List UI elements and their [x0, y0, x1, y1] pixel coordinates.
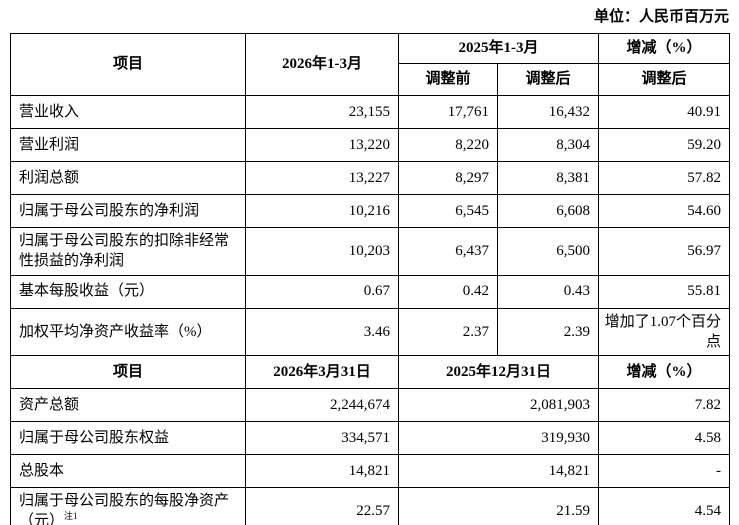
value-change: -: [598, 454, 730, 488]
header-change-2: 增减（%）: [598, 355, 730, 389]
value-2025-after-adjust: 8,381: [497, 161, 599, 195]
table-row: 归属于母公司股东的净利润 10,216 6,545 6,608 54.60: [10, 194, 730, 228]
table-row: 加权平均净资产收益率（%） 3.46 2.37 2.39 增加了1.07个百分点: [10, 307, 730, 356]
value-2025-before-adjust: 8,297: [398, 161, 498, 195]
table-row: 利润总额 13,227 8,297 8,381 57.82: [10, 161, 730, 195]
unit-note: 单位：人民币百万元: [593, 9, 729, 25]
value-change: 40.91: [598, 95, 730, 129]
value-2025-after-adjust: 6,500: [497, 227, 599, 276]
header-row-2: 调整前 调整后 调整后: [11, 63, 730, 96]
value-2025-before-adjust: 8,220: [398, 128, 498, 162]
value-2026: 3.46: [245, 307, 399, 356]
header-2026-q1: 2026年1-3月: [245, 33, 399, 96]
balance-section-body: 资产总额 2,244,674 2,081,903 7.82 归属于母公司股东权益 334,…: [10, 388, 730, 525]
header-after-adjust: 调整后: [497, 63, 599, 96]
header-2025-q1: 2025年1-3月: [398, 33, 599, 64]
header-row-1: 项目 2026年1-3月 2025年1-3月 增减（%）: [10, 33, 730, 96]
header-2025-date: 2025年12月31日: [398, 355, 599, 389]
balance-section-header: 项目 2026年3月31日 2025年12月31日 增减（%）: [10, 355, 730, 389]
header-item: 项目: [10, 33, 246, 96]
table-row: 归属于母公司股东权益 334,571 319,930 4.58: [10, 421, 730, 455]
row-label: 资产总额: [10, 388, 246, 422]
row-label: 加权平均净资产收益率（%）: [10, 307, 246, 356]
value-change: 56.97: [598, 227, 730, 276]
value-2025-before-adjust: 0.42: [398, 274, 498, 309]
value-2025-after-adjust: 16,432: [497, 95, 599, 129]
value-change: 54.60: [598, 194, 730, 228]
value-change: 4.54: [598, 487, 730, 525]
row-label: 总股本: [10, 454, 246, 488]
value-2025-after-adjust: 0.43: [497, 274, 599, 309]
footnote-marker: 注1: [64, 511, 78, 522]
table-row: 归属于母公司股东的每股净资产（元）注1 22.57 21.59 4.54: [10, 487, 730, 525]
table-row: 营业利润 13,220 8,220 8,304 59.20: [10, 128, 730, 162]
value-2026: 23,155: [245, 95, 399, 129]
table-row: 资产总额 2,244,674 2,081,903 7.82: [10, 388, 730, 422]
value-change: 增加了1.07个百分点: [598, 307, 730, 356]
financial-summary-table: 项目 2026年1-3月 2025年1-3月 增减（%） 调整前 调整后 调整后…: [10, 33, 730, 525]
value-2025-after-adjust: 2.39: [497, 307, 599, 356]
value-change: 57.82: [598, 161, 730, 195]
row-label: 利润总额: [10, 161, 246, 195]
row-label: 归属于母公司股东的扣除非经常性损益的净利润: [10, 227, 246, 276]
row-label: 归属于母公司股东的净利润: [10, 194, 246, 228]
table-row: 基本每股收益（元） 0.67 0.42 0.43 55.81: [10, 274, 730, 309]
header-before-adjust: 调整前: [398, 63, 498, 96]
header-2026-date: 2026年3月31日: [245, 355, 399, 389]
header-change-after-adjust: 调整后: [598, 63, 730, 96]
value-2025-date: 21.59: [398, 487, 599, 525]
row-label: 营业利润: [10, 128, 246, 162]
value-2026-date: 334,571: [245, 421, 399, 455]
value-change: 7.82: [598, 388, 730, 422]
value-2026-date: 14,821: [245, 454, 399, 488]
value-2026-date: 2,244,674: [245, 388, 399, 422]
value-change: 59.20: [598, 128, 730, 162]
table-row: 归属于母公司股东的扣除非经常性损益的净利润 10,203 6,437 6,500 56.…: [10, 227, 730, 276]
income-section-body: 营业收入 23,155 17,761 16,432 40.91 营业利润 13,220 8,2…: [10, 95, 730, 356]
table-row: 总股本 14,821 14,821-: [10, 454, 730, 488]
row-label: 归属于母公司股东权益: [10, 421, 246, 455]
row-label: 归属于母公司股东的每股净资产（元）注1: [10, 487, 246, 525]
value-2025-date: 2,081,903: [398, 388, 599, 422]
table-row: 营业收入 23,155 17,761 16,432 40.91: [10, 95, 730, 129]
row-label: 基本每股收益（元）: [10, 274, 246, 309]
header-change: 增减（%）: [598, 33, 730, 64]
value-2025-after-adjust: 6,608: [497, 194, 599, 228]
value-2025-before-adjust: 6,545: [398, 194, 498, 228]
value-2026: 13,220: [245, 128, 399, 162]
value-2025-before-adjust: 6,437: [398, 227, 498, 276]
header-row-3: 项目 2026年3月31日 2025年12月31日 增减（%）: [10, 355, 730, 389]
value-change: 55.81: [598, 274, 730, 309]
value-2026: 10,203: [245, 227, 399, 276]
value-2025-after-adjust: 8,304: [497, 128, 599, 162]
value-change: 4.58: [598, 421, 730, 455]
value-2026: 0.67: [245, 274, 399, 309]
value-2026: 13,227: [245, 161, 399, 195]
row-label: 营业收入: [10, 95, 246, 129]
value-2026-date: 22.57: [245, 487, 399, 525]
value-2025-date: 319,930: [398, 421, 599, 455]
value-2026: 10,216: [245, 194, 399, 228]
income-section-header: 项目 2026年1-3月 2025年1-3月 增减（%） 调整前 调整后 调整后: [10, 33, 730, 96]
value-2025-before-adjust: 2.37: [398, 307, 498, 356]
header-item-2: 项目: [10, 355, 246, 389]
value-2025-before-adjust: 17,761: [398, 95, 498, 129]
value-2025-date: 14,821: [398, 454, 599, 488]
